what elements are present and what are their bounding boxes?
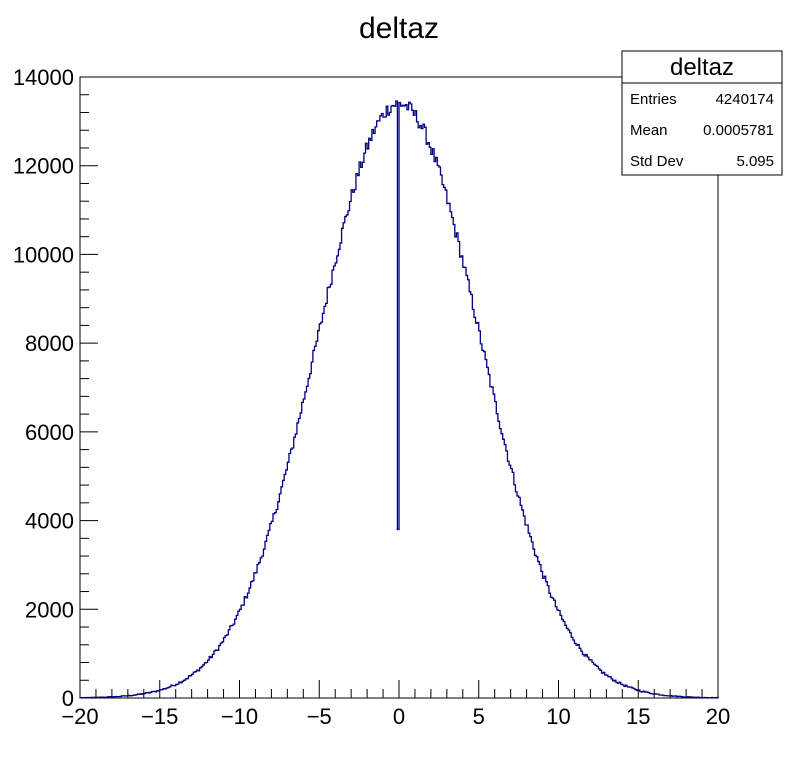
y-tick-label: 6000 bbox=[25, 420, 74, 445]
x-tick-label: 5 bbox=[473, 704, 485, 729]
histogram-line bbox=[79, 100, 719, 699]
stats-value-entries: 4240174 bbox=[716, 91, 774, 108]
x-tick-label: −10 bbox=[221, 704, 258, 729]
y-tick-label: 12000 bbox=[13, 154, 74, 179]
y-tick-label: 4000 bbox=[25, 509, 74, 534]
stats-label-mean: Mean bbox=[630, 122, 668, 139]
y-axis: 0 2000 4000 6000 8000 10000 12000 14000 bbox=[13, 65, 98, 711]
y-tick-label: 8000 bbox=[25, 331, 74, 356]
x-axis: −20 −15 −10 −5 0 5 10 15 20 bbox=[61, 680, 730, 729]
chart-title: deltaz bbox=[359, 12, 439, 45]
stats-box-frame bbox=[621, 50, 783, 176]
x-tick-label: −5 bbox=[307, 704, 332, 729]
histogram-bins bbox=[79, 100, 719, 699]
stats-label-std-dev: Std Dev bbox=[630, 153, 684, 170]
y-tick-label: 14000 bbox=[13, 65, 74, 90]
x-tick-label: −20 bbox=[61, 704, 98, 729]
x-tick-label: −15 bbox=[141, 704, 178, 729]
x-tick-label: 20 bbox=[706, 704, 730, 729]
y-tick-label: 0 bbox=[62, 686, 74, 711]
stats-label-entries: Entries bbox=[630, 91, 677, 108]
stats-box-title: deltaz bbox=[670, 54, 734, 81]
y-tick-label: 2000 bbox=[25, 597, 74, 622]
stats-value-mean: 0.0005781 bbox=[703, 122, 774, 139]
x-tick-label: 10 bbox=[546, 704, 570, 729]
stats-box: deltaz Entries 4240174 Mean 0.0005781 St… bbox=[621, 50, 783, 176]
x-tick-label: 15 bbox=[626, 704, 650, 729]
x-tick-label: 0 bbox=[393, 704, 405, 729]
y-tick-label: 10000 bbox=[13, 242, 74, 267]
stats-value-std-dev: 5.095 bbox=[736, 153, 774, 170]
